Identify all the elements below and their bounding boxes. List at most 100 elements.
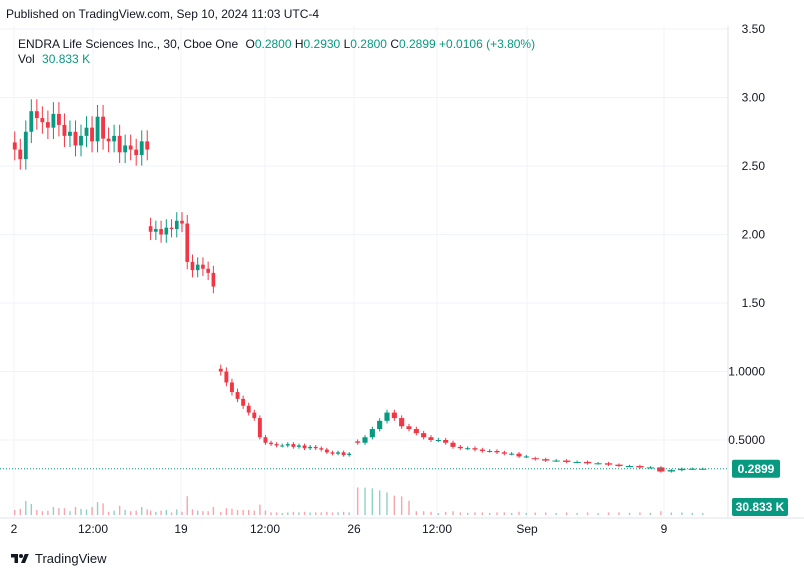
candle-body (362, 437, 368, 443)
price-tick-label: 1.0000 (728, 365, 765, 379)
volume-bar (25, 501, 27, 515)
candle-body (573, 461, 581, 463)
candle-body (148, 226, 153, 232)
volume-bar (681, 512, 683, 515)
volume-bar (348, 512, 350, 515)
volume-bar (597, 513, 599, 515)
symbol-title: ENDRA Life Sciences Inc., 30, Cboe One (18, 37, 239, 51)
volume-bar (207, 511, 209, 515)
volume-bar (466, 513, 469, 515)
volume-bar (437, 513, 440, 515)
volume-bar (80, 508, 82, 515)
volume-bar (496, 512, 498, 515)
candle-body (169, 227, 174, 230)
last-price-badge-bg (732, 459, 780, 478)
grid-lines (0, 26, 728, 518)
volume-bar (96, 502, 99, 515)
volume-bar (264, 510, 267, 515)
candle-body (190, 261, 195, 271)
volume-bar (408, 500, 410, 515)
volume-bar (565, 512, 568, 515)
candle-body (472, 448, 478, 450)
candle-body (406, 426, 412, 430)
candle-body (235, 392, 240, 399)
volume-bar (364, 487, 366, 515)
volume-bar (135, 510, 137, 515)
candle-body (421, 433, 427, 438)
volume-bar (525, 513, 528, 515)
volume-bar (518, 511, 520, 515)
time-tick-label: 12:00 (250, 522, 280, 536)
volume-bar (253, 510, 255, 515)
candle-body (263, 437, 268, 443)
volume-bar (576, 513, 578, 515)
volume-bar (422, 511, 425, 515)
candle-body (319, 448, 324, 450)
candle-body (457, 446, 463, 449)
candle-body (90, 127, 94, 142)
volume-bar (660, 511, 662, 515)
candle-body (201, 264, 205, 269)
volume-bar (63, 508, 66, 515)
volume-bar (287, 512, 289, 515)
volume-bar (212, 507, 215, 515)
volume-bar (400, 496, 403, 515)
candle-body (106, 138, 111, 142)
candle-body (34, 111, 39, 119)
volume-bar (586, 512, 589, 515)
candle-body (79, 135, 83, 146)
price-tick-label: 1.50 (742, 296, 766, 310)
high-value: 0.2930 (303, 37, 341, 51)
volume-bar (386, 492, 388, 515)
volume-bar (91, 507, 93, 515)
volume-bar (191, 509, 194, 515)
candle-body (241, 398, 246, 406)
price-tick-label: 0.5000 (728, 433, 765, 447)
candle-body (377, 420, 383, 430)
volume-bar (41, 511, 44, 515)
volume-bar (149, 510, 152, 515)
candle-body (252, 412, 257, 419)
volume-bar (225, 508, 228, 515)
candle-body (583, 461, 592, 464)
volume-layer (14, 487, 704, 515)
candle-body (291, 444, 296, 447)
candle-body (51, 113, 56, 128)
candle-body (45, 122, 50, 128)
candle-body (501, 452, 507, 454)
candle-body (523, 456, 529, 458)
volume-bar (231, 508, 233, 515)
candle-body (615, 464, 623, 467)
volume-bar (303, 511, 306, 515)
candle-body (479, 449, 485, 451)
candle-body (636, 466, 644, 468)
volume-bar (146, 509, 148, 515)
price-tick-label: 2.50 (742, 159, 766, 173)
candle-body (355, 441, 361, 443)
volume-bar (488, 513, 491, 515)
candle-body (285, 444, 290, 446)
candle-body (562, 460, 571, 462)
volume-bar (331, 512, 334, 515)
volume-bar (342, 511, 345, 515)
footer-brand[interactable]: TradingView (10, 551, 107, 566)
volume-bar (298, 512, 300, 515)
volume-bar (444, 511, 447, 515)
candle-body (269, 442, 273, 445)
volume-bar (545, 512, 547, 515)
price-tick-label: 3.50 (742, 22, 766, 36)
volume-bar (356, 487, 359, 515)
volume-bar (259, 504, 261, 515)
candle-body (678, 468, 686, 471)
volume-bar (141, 507, 143, 515)
candle-body (302, 445, 307, 449)
volume-bar (118, 505, 121, 515)
candle-body (134, 149, 139, 156)
volume-bar (270, 512, 272, 515)
volume-bar (85, 509, 88, 515)
volume-bar (129, 511, 132, 515)
candle-body (324, 449, 329, 453)
volume-bar (459, 512, 462, 515)
candle-body (224, 371, 229, 383)
